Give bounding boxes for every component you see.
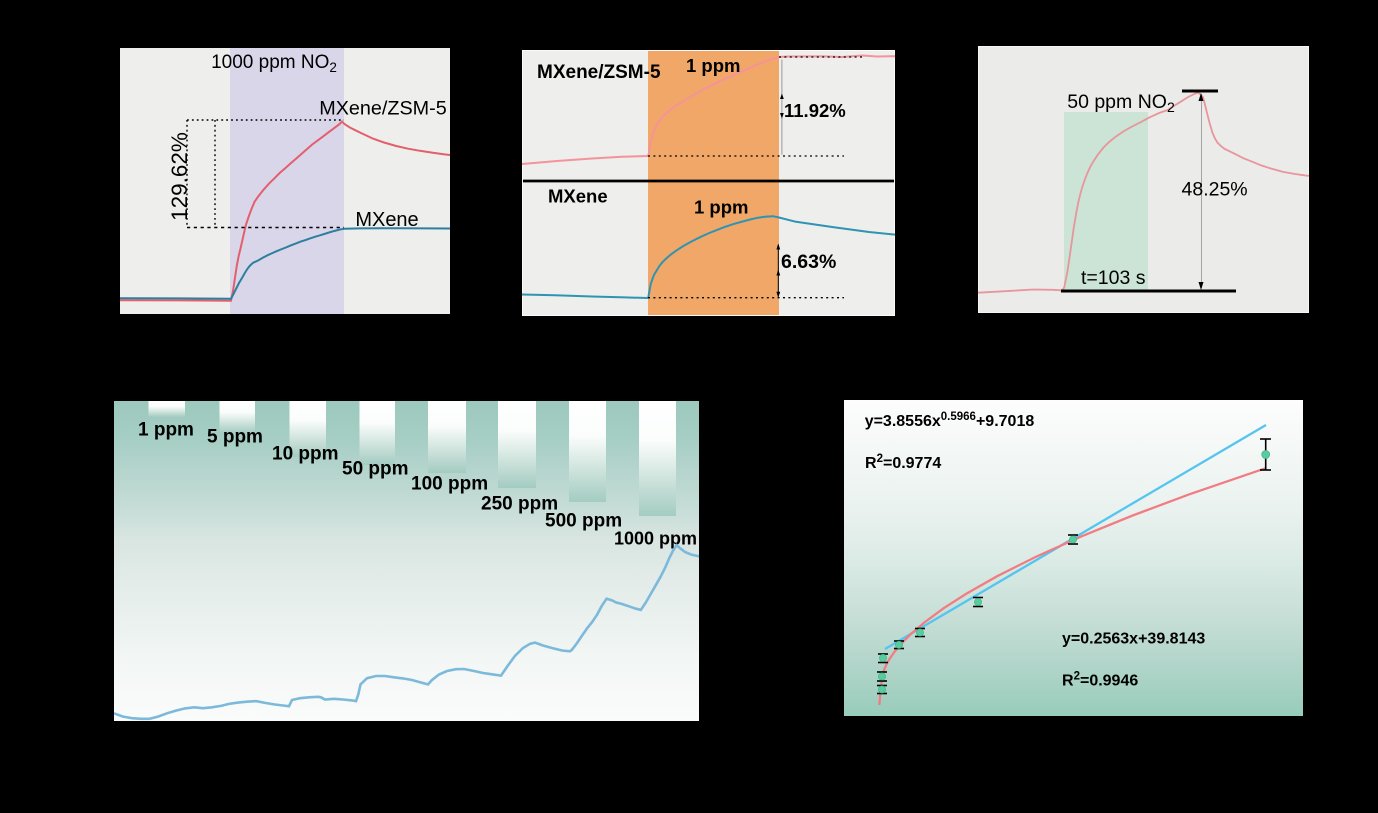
svg-text:50 ppm: 50 ppm xyxy=(342,459,409,480)
svg-text:5 ppm: 5 ppm xyxy=(207,427,263,448)
svg-text:129.62%: 129.62% xyxy=(167,132,192,221)
svg-text:R2=0.9946: R2=0.9946 xyxy=(1062,671,1138,690)
svg-text:y=3.8556x0.5966+9.7018: y=3.8556x0.5966+9.7018 xyxy=(865,411,1035,430)
svg-text:50 ppm NO2: 50 ppm NO2 xyxy=(1067,91,1175,115)
svg-text:t=103 s: t=103 s xyxy=(1081,267,1146,289)
svg-text:R2=0.9774: R2=0.9774 xyxy=(865,453,941,472)
svg-text:1000 ppm: 1000 ppm xyxy=(614,529,697,549)
svg-text:100 ppm: 100 ppm xyxy=(411,474,488,495)
svg-text:1 ppm: 1 ppm xyxy=(138,420,194,441)
svg-text:MXene/ZSM-5: MXene/ZSM-5 xyxy=(537,62,661,83)
svg-text:1000 ppm NO2: 1000 ppm NO2 xyxy=(211,52,337,75)
svg-text:10 ppm: 10 ppm xyxy=(272,444,339,465)
svg-text:6.63%: 6.63% xyxy=(781,251,836,273)
svg-text:500 ppm: 500 ppm xyxy=(545,511,622,532)
svg-text:1 ppm: 1 ppm xyxy=(686,55,740,76)
svg-text:250 ppm: 250 ppm xyxy=(481,494,558,515)
svg-text:MXene: MXene xyxy=(548,186,608,207)
svg-text:MXene: MXene xyxy=(355,209,418,231)
svg-text:1 ppm: 1 ppm xyxy=(694,197,748,218)
svg-text:48.25%: 48.25% xyxy=(1182,179,1248,201)
svg-text:MXene/ZSM-5: MXene/ZSM-5 xyxy=(319,98,447,120)
svg-text:y=0.2563x+39.8143: y=0.2563x+39.8143 xyxy=(1062,631,1205,648)
svg-text:11.92%: 11.92% xyxy=(784,100,846,121)
